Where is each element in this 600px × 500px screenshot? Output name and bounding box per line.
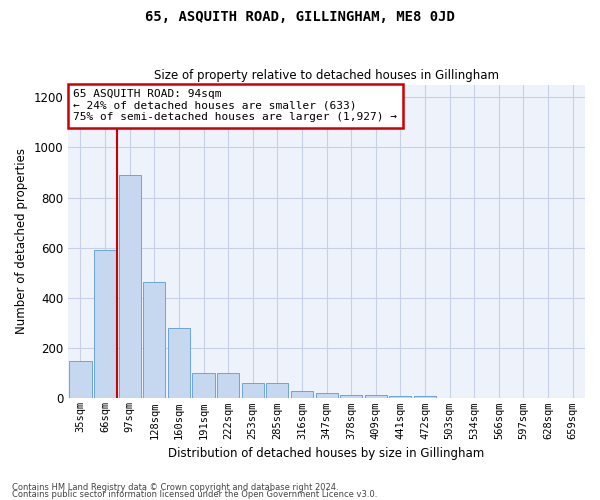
Bar xyxy=(242,384,264,398)
Title: Size of property relative to detached houses in Gillingham: Size of property relative to detached ho… xyxy=(154,69,499,82)
Bar xyxy=(316,394,338,398)
Bar xyxy=(266,384,289,398)
Text: 65, ASQUITH ROAD, GILLINGHAM, ME8 0JD: 65, ASQUITH ROAD, GILLINGHAM, ME8 0JD xyxy=(145,10,455,24)
Text: 65 ASQUITH ROAD: 94sqm
← 24% of detached houses are smaller (633)
75% of semi-de: 65 ASQUITH ROAD: 94sqm ← 24% of detached… xyxy=(73,90,397,122)
Text: Contains public sector information licensed under the Open Government Licence v3: Contains public sector information licen… xyxy=(12,490,377,499)
Bar xyxy=(168,328,190,398)
Bar xyxy=(389,396,412,398)
Bar xyxy=(414,396,436,398)
Bar xyxy=(94,250,116,398)
Bar xyxy=(217,374,239,398)
Bar xyxy=(119,175,141,398)
Bar xyxy=(365,396,387,398)
Text: Contains HM Land Registry data © Crown copyright and database right 2024.: Contains HM Land Registry data © Crown c… xyxy=(12,484,338,492)
Bar xyxy=(291,392,313,398)
Y-axis label: Number of detached properties: Number of detached properties xyxy=(15,148,28,334)
Bar xyxy=(143,282,166,399)
Bar xyxy=(193,374,215,398)
X-axis label: Distribution of detached houses by size in Gillingham: Distribution of detached houses by size … xyxy=(169,447,485,460)
Bar xyxy=(340,394,362,398)
Bar xyxy=(70,361,92,399)
